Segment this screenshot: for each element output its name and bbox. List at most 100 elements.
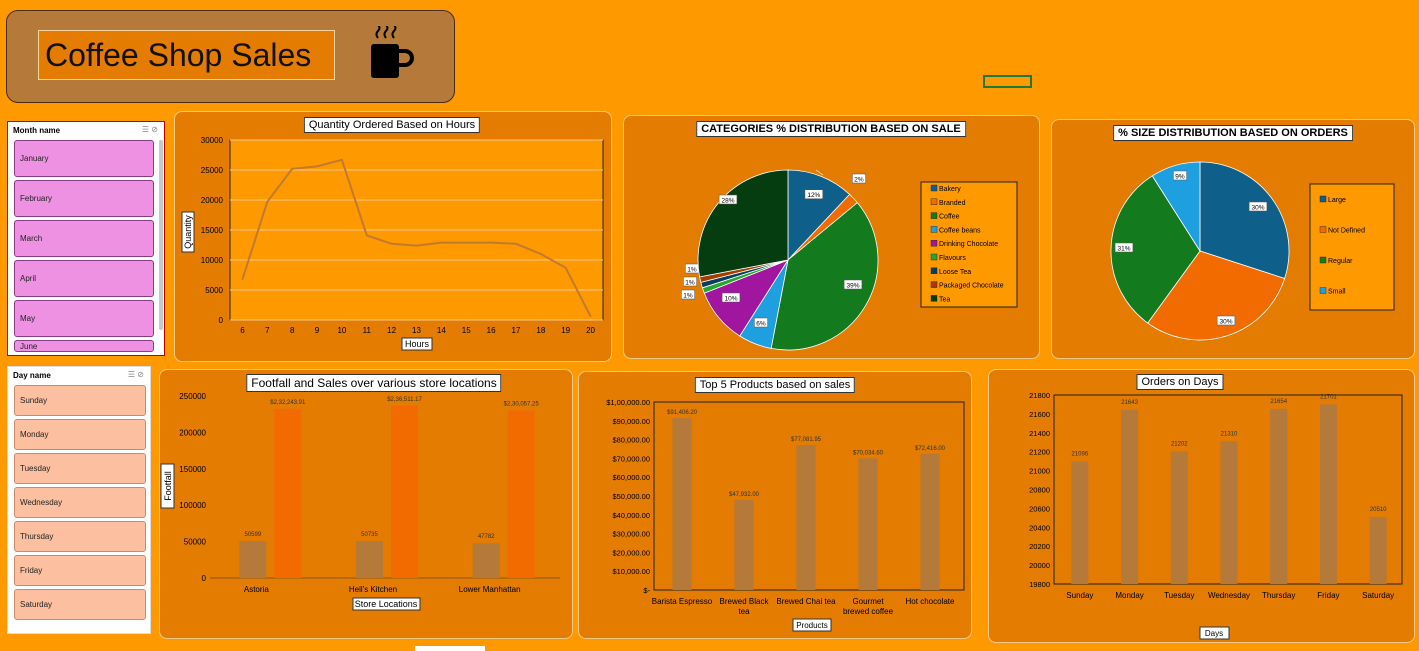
- data-label: $47,932.00: [729, 492, 760, 498]
- days-chart-title: Orders on Days: [1136, 374, 1224, 390]
- slicer-item-april[interactable]: April: [14, 260, 154, 297]
- y-tick-label: 5000: [205, 286, 223, 295]
- x-axis-title: Hours: [405, 339, 430, 349]
- sizes-chart-panel: % SIZE DISTRIBUTION BASED ON ORDERS 30% 3…: [1051, 119, 1415, 359]
- x-tick-label: Saturday: [1362, 591, 1394, 600]
- bar: [796, 445, 816, 590]
- legend-swatch: [930, 267, 938, 275]
- slicer-item-sunday[interactable]: Sunday: [14, 385, 146, 416]
- y-tick-label: 150000: [179, 465, 206, 474]
- slicer-item-june[interactable]: June: [14, 340, 154, 352]
- slicer-item-march[interactable]: March: [14, 220, 154, 257]
- y-tick-label: 20400: [1029, 523, 1050, 532]
- data-point: [316, 165, 318, 168]
- x-tick-label: 13: [412, 326, 421, 335]
- y-tick-label: 20000: [1029, 561, 1050, 570]
- x-tick-label: Astoria: [244, 585, 269, 594]
- y-tick-label: 20000: [201, 196, 224, 205]
- slicer-item-february[interactable]: February: [14, 180, 154, 217]
- data-label: 12%: [807, 192, 820, 199]
- bar: [734, 499, 754, 590]
- day-slicer[interactable]: Day name ☰ ⊘ Sunday Monday Tuesday Wednesda…: [7, 366, 151, 634]
- x-tick-label: 10: [337, 326, 346, 335]
- pie-slice-large: [1199, 161, 1290, 280]
- data-label: 30%: [1219, 319, 1232, 326]
- coffee-cup-icon: [371, 26, 414, 78]
- bar: [507, 410, 535, 578]
- legend-label: Flavours: [939, 255, 966, 262]
- legend-swatch: [930, 226, 938, 233]
- y-axis-title: Footfall: [163, 471, 173, 501]
- legend-swatch: [930, 239, 938, 247]
- data-point: [589, 315, 592, 318]
- hours-chart-panel: Quantity Ordered Based on Hours 0 5000 100…: [174, 111, 612, 362]
- data-label-box: [1216, 315, 1236, 326]
- days-bar-chart: 19800 20000 20200 20400 20600 20800 21000 21200…: [1029, 391, 1403, 640]
- data-label: 28%: [721, 198, 734, 205]
- legend-label: Branded: [939, 200, 966, 207]
- legend-label: Loose Tea: [939, 269, 971, 276]
- y-tick-label: $90,000.00: [612, 417, 650, 426]
- x-tick-label: Tuesday: [1164, 591, 1194, 600]
- data-label: 21701: [1320, 394, 1337, 400]
- data-point: [241, 278, 244, 280]
- data-label: 30%: [1251, 205, 1264, 212]
- slicer-item-thursday[interactable]: Thursday: [14, 521, 146, 552]
- slicer-item-monday[interactable]: Monday: [14, 419, 146, 450]
- pie-slice-regular: [1110, 175, 1201, 324]
- dashboard-title: Coffee Shop Sales: [38, 30, 335, 80]
- data-label-box: [852, 173, 866, 184]
- data-label: 47782: [478, 534, 495, 540]
- bar: [672, 418, 692, 590]
- data-label: 39%: [846, 283, 859, 290]
- data-point: [365, 234, 368, 237]
- month-slicer-header: Month name: [13, 126, 61, 135]
- y-tick-label: 21600: [1029, 410, 1050, 419]
- data-label: 21643: [1121, 400, 1138, 406]
- month-slicer[interactable]: Month name ☰ ⊘ January February March April…: [7, 121, 165, 356]
- y-tick-label: $40,000.00: [612, 511, 650, 520]
- multi-select-icon[interactable]: ☰ ⊘: [127, 370, 144, 379]
- y-tick-label: $20,000.00: [612, 548, 650, 557]
- legend-label: Regular: [1328, 258, 1353, 265]
- x-tick-label: 12: [387, 326, 396, 335]
- x-tick-label: Brewed Black tea: [720, 597, 770, 616]
- slicer-item-tuesday[interactable]: Tuesday: [14, 453, 146, 484]
- day-slicer-header: Day name: [13, 371, 51, 380]
- x-axis-title-box: [1199, 626, 1230, 640]
- bar: [1121, 409, 1139, 584]
- y-axis-title: Quantity: [183, 215, 193, 249]
- y-tick-label: 100000: [179, 501, 206, 510]
- data-label: 6%: [756, 321, 766, 328]
- slicer-item-wednesday[interactable]: Wednesday: [14, 487, 146, 518]
- data-label: $72,416.00: [915, 446, 946, 452]
- y-tick-label: 30000: [201, 136, 224, 145]
- products-chart-title: Top 5 Products based on sales: [694, 377, 856, 393]
- y-tick-label: $80,000.00: [612, 436, 650, 445]
- slicer-item-january[interactable]: January: [14, 140, 154, 177]
- y-tick-label: 21000: [1029, 467, 1050, 476]
- month-slicer-scrollbar[interactable]: [159, 140, 163, 330]
- x-tick-label: 6: [240, 326, 245, 335]
- data-point: [490, 241, 492, 244]
- y-tick-label: 50000: [184, 538, 207, 547]
- legend-label: Large: [1328, 197, 1346, 204]
- legend-swatch: [930, 212, 938, 219]
- slicer-item-may[interactable]: May: [14, 300, 154, 337]
- slicer-item-friday[interactable]: Friday: [14, 555, 146, 586]
- data-label: 9%: [1175, 174, 1185, 181]
- selected-cell[interactable]: [983, 75, 1032, 88]
- bar: [1071, 461, 1089, 584]
- legend-label: Drinking Chocolate: [939, 241, 998, 248]
- legend-label: Tea: [939, 296, 950, 303]
- x-tick-label: Barista Espresso: [652, 597, 713, 606]
- bar: [356, 541, 383, 578]
- legend-swatch: [930, 253, 938, 261]
- slicer-item-saturday[interactable]: Saturday: [14, 589, 146, 620]
- y-axis-title-box: [160, 463, 175, 509]
- x-axis-title: Store Locations: [355, 599, 418, 609]
- multi-select-icon[interactable]: ☰ ⊘: [141, 125, 158, 134]
- x-axis-title-box: [792, 618, 832, 632]
- x-tick-label: Gourmet brewed coffee: [843, 597, 894, 616]
- legend-label: Small: [1328, 289, 1346, 296]
